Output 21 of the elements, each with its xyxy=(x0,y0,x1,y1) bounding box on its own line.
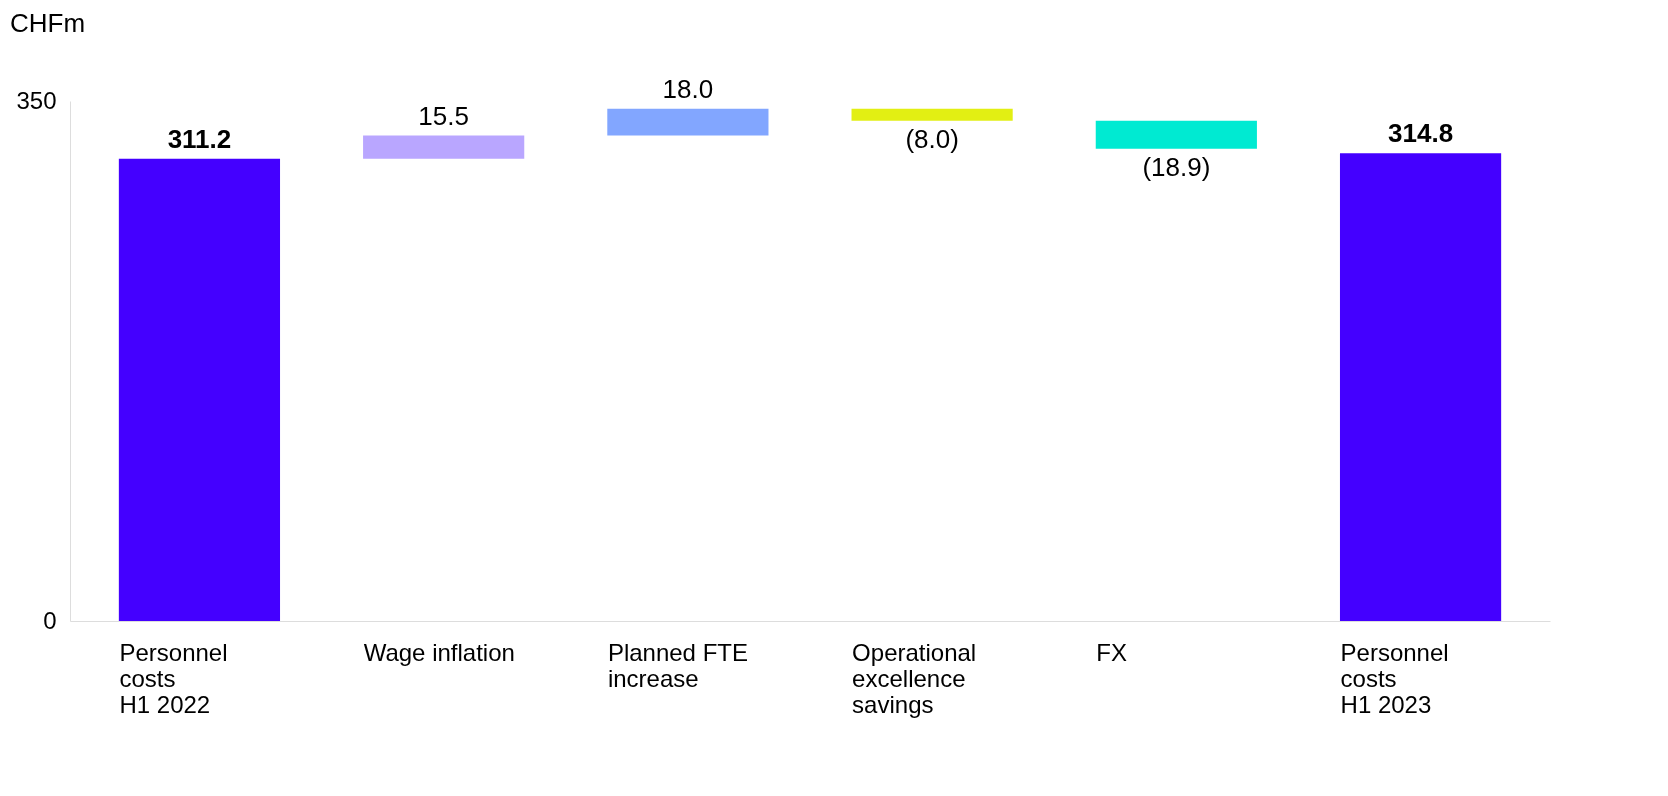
data-label: 18.0 xyxy=(662,73,714,104)
y-tick-label: 350 xyxy=(16,86,57,114)
bar xyxy=(851,108,1013,121)
y-tick-label: 0 xyxy=(43,606,57,634)
x-tick-label: Operational excellence savings xyxy=(852,638,977,718)
x-tick-label: Planned FTE increase xyxy=(607,638,748,692)
x-tick-label: FX xyxy=(1096,638,1128,666)
bar xyxy=(607,108,769,136)
data-label: 314.8 xyxy=(1388,118,1454,149)
x-tick-label: Wage inflation xyxy=(363,638,515,666)
data-label: 15.5 xyxy=(418,100,469,131)
data-label: (8.0) xyxy=(905,123,959,154)
y-axis-title: CHFm xyxy=(10,7,86,38)
bar xyxy=(1339,153,1502,621)
x-tick-label: Personnel costs H1 2023 xyxy=(1340,638,1449,718)
data-label: (18.9) xyxy=(1142,151,1211,182)
x-tick-label: Personnel costs H1 2022 xyxy=(119,638,228,718)
bar xyxy=(363,135,525,159)
bar xyxy=(118,158,281,621)
data-label: 311.2 xyxy=(167,123,232,154)
bar xyxy=(1095,120,1257,149)
